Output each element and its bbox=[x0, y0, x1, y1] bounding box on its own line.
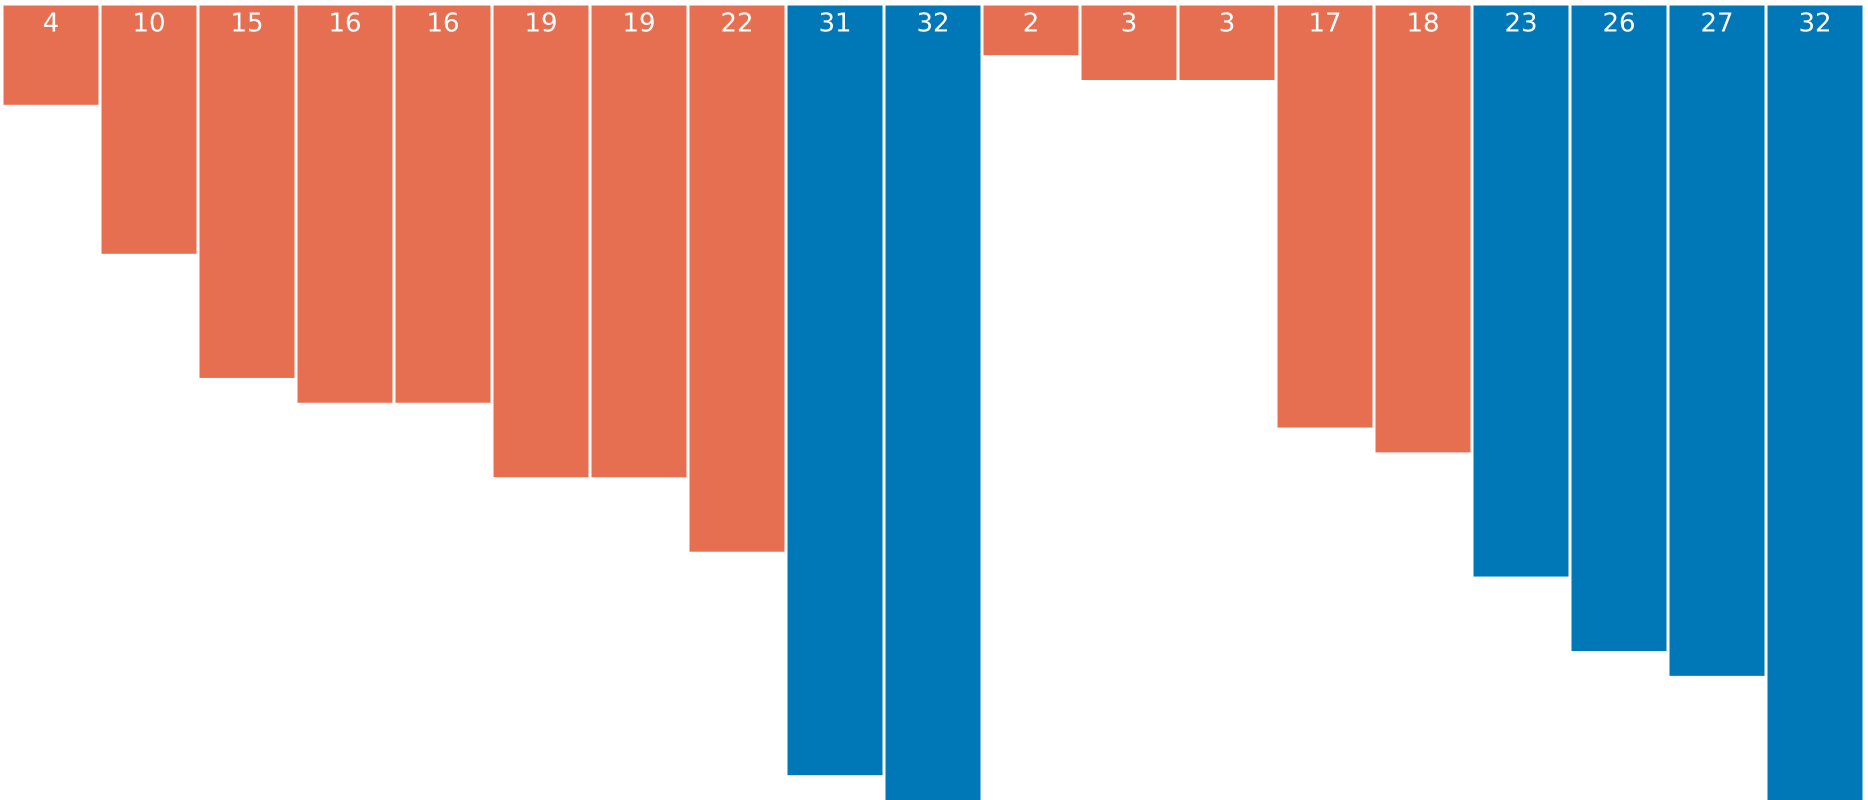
bar-10 bbox=[885, 5, 981, 800]
value-label-19: 32 bbox=[1798, 9, 1831, 39]
value-label-4: 16 bbox=[328, 9, 361, 39]
value-labels-group: 4 10 15 16 16 19 19 22 31 32 2 3 3 17 18 23 26 27 32 bbox=[43, 9, 1832, 39]
bar-4 bbox=[297, 5, 393, 403]
bars-group bbox=[3, 5, 1863, 800]
bar-12 bbox=[1081, 5, 1177, 80]
value-label-9: 31 bbox=[818, 9, 851, 39]
bar-2 bbox=[101, 5, 197, 254]
bar-19 bbox=[1767, 5, 1863, 800]
value-label-12: 3 bbox=[1121, 9, 1138, 39]
value-label-14: 17 bbox=[1308, 9, 1341, 39]
value-label-10: 32 bbox=[916, 9, 949, 39]
value-label-11: 2 bbox=[1023, 9, 1040, 39]
bar-3 bbox=[199, 5, 295, 378]
value-label-1: 4 bbox=[43, 9, 60, 39]
bar-8 bbox=[689, 5, 785, 552]
bar-9 bbox=[787, 5, 883, 776]
bar-15 bbox=[1375, 5, 1471, 453]
bar-13 bbox=[1179, 5, 1275, 80]
bar-11 bbox=[983, 5, 1079, 56]
value-label-18: 27 bbox=[1700, 9, 1733, 39]
value-label-7: 19 bbox=[622, 9, 655, 39]
value-label-15: 18 bbox=[1406, 9, 1439, 39]
value-label-2: 10 bbox=[132, 9, 165, 39]
bar-5 bbox=[395, 5, 491, 403]
value-label-3: 15 bbox=[230, 9, 263, 39]
bar-6 bbox=[493, 5, 589, 478]
bar-17 bbox=[1571, 5, 1667, 652]
value-label-16: 23 bbox=[1504, 9, 1537, 39]
value-label-17: 26 bbox=[1602, 9, 1635, 39]
value-label-5: 16 bbox=[426, 9, 459, 39]
bar-1 bbox=[3, 5, 99, 105]
bar-18 bbox=[1669, 5, 1765, 676]
bar-14 bbox=[1277, 5, 1373, 428]
value-label-6: 19 bbox=[524, 9, 557, 39]
bar-16 bbox=[1473, 5, 1569, 577]
value-label-13: 3 bbox=[1219, 9, 1236, 39]
bar-7 bbox=[591, 5, 687, 478]
value-label-8: 22 bbox=[720, 9, 753, 39]
